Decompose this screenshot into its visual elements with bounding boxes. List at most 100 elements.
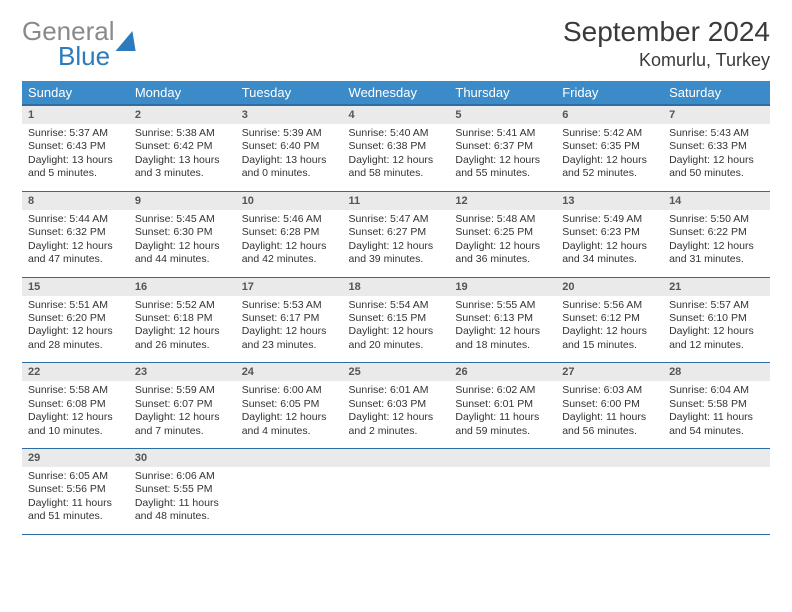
daylight-line: Daylight: 12 hours and 4 minutes. [242,411,327,436]
sunset-line: Sunset: 6:13 PM [455,312,533,324]
day-content: Sunrise: 5:42 AMSunset: 6:35 PMDaylight:… [556,124,663,191]
day-number: 15 [22,278,129,296]
daylight-line: Daylight: 11 hours and 48 minutes. [135,497,219,522]
day-content: Sunrise: 6:00 AMSunset: 6:05 PMDaylight:… [236,381,343,448]
sunset-line: Sunset: 6:20 PM [28,312,106,324]
calendar-cell: 10Sunrise: 5:46 AMSunset: 6:28 PMDayligh… [236,191,343,277]
sunrise-line: Sunrise: 6:05 AM [28,470,108,482]
weekday-header: Saturday [663,81,770,105]
calendar-table: SundayMondayTuesdayWednesdayThursdayFrid… [22,81,770,535]
sunset-line: Sunset: 6:28 PM [242,226,320,238]
day-number: 6 [556,106,663,124]
daylight-line: Daylight: 12 hours and 12 minutes. [669,325,754,350]
calendar-cell: 11Sunrise: 5:47 AMSunset: 6:27 PMDayligh… [343,191,450,277]
day-content: Sunrise: 5:47 AMSunset: 6:27 PM Daylight:… [343,210,450,277]
sunset-line: Sunset: 6:05 PM [242,398,320,410]
day-content: Sunrise: 6:06 AMSunset: 5:55 PMDaylight:… [129,467,236,534]
day-number: 24 [236,363,343,381]
day-number: 2 [129,106,236,124]
daylight-line: Daylight: 12 hours and 26 minutes. [135,325,220,350]
daylight-line: Daylight: 12 hours and 31 minutes. [669,240,754,265]
daylight-line: Daylight: 11 hours and 59 minutes. [455,411,539,436]
calendar-cell [236,449,343,535]
sunset-line: Sunset: 6:22 PM [669,226,747,238]
calendar-cell: 28Sunrise: 6:04 AMSunset: 5:58 PMDayligh… [663,363,770,449]
daylight-line: Daylight: 12 hours and 52 minutes. [562,154,647,179]
day-number [663,449,770,467]
sunrise-line: Sunrise: 5:50 AM [669,213,749,225]
sunset-line: Sunset: 6:03 PM [349,398,427,410]
sunset-line: Sunset: 6:01 PM [455,398,533,410]
daylight-line: Daylight: 12 hours and 36 minutes. [455,240,540,265]
day-number: 17 [236,278,343,296]
page-title: September 2024 [563,16,770,48]
sunrise-line: Sunrise: 6:03 AM [562,384,642,396]
calendar-cell: 20Sunrise: 5:56 AMSunset: 6:12 PMDayligh… [556,277,663,363]
day-content: Sunrise: 5:53 AMSunset: 6:17 PMDaylight:… [236,296,343,363]
day-content: Sunrise: 6:05 AMSunset: 5:56 PMDaylight:… [22,467,129,534]
day-number: 14 [663,192,770,210]
sunset-line: Sunset: 5:56 PM [28,483,106,495]
calendar-cell: 1Sunrise: 5:37 AMSunset: 6:43 PMDaylight… [22,105,129,191]
day-number: 27 [556,363,663,381]
day-number: 20 [556,278,663,296]
day-number [449,449,556,467]
sunrise-line: Sunrise: 5:48 AM [455,213,535,225]
calendar-cell: 30Sunrise: 6:06 AMSunset: 5:55 PMDayligh… [129,449,236,535]
daylight-line: Daylight: 12 hours and 23 minutes. [242,325,327,350]
daylight-line: Daylight: 12 hours and 44 minutes. [135,240,220,265]
day-number: 1 [22,106,129,124]
daylight-line: Daylight: 12 hours and 55 minutes. [455,154,540,179]
calendar-cell: 3Sunrise: 5:39 AMSunset: 6:40 PMDaylight… [236,105,343,191]
weekday-header: Friday [556,81,663,105]
day-number: 4 [343,106,450,124]
daylight-line: Daylight: 11 hours and 56 minutes. [562,411,646,436]
sunset-line: Sunset: 6:27 PM [349,226,427,238]
sunrise-line: Sunrise: 5:38 AM [135,127,215,139]
calendar-cell: 17Sunrise: 5:53 AMSunset: 6:17 PMDayligh… [236,277,343,363]
sunset-line: Sunset: 6:17 PM [242,312,320,324]
day-number: 5 [449,106,556,124]
sunrise-line: Sunrise: 5:53 AM [242,299,322,311]
day-number: 26 [449,363,556,381]
daylight-line: Daylight: 12 hours and 28 minutes. [28,325,113,350]
sunrise-line: Sunrise: 5:54 AM [349,299,429,311]
calendar-cell: 15Sunrise: 5:51 AMSunset: 6:20 PMDayligh… [22,277,129,363]
logo-text-2: Blue [58,41,110,71]
calendar-cell: 19Sunrise: 5:55 AMSunset: 6:13 PMDayligh… [449,277,556,363]
sunrise-line: Sunrise: 5:47 AM [349,213,429,225]
daylight-line: Daylight: 12 hours and 34 minutes. [562,240,647,265]
calendar-cell: 16Sunrise: 5:52 AMSunset: 6:18 PMDayligh… [129,277,236,363]
day-number: 9 [129,192,236,210]
day-number: 7 [663,106,770,124]
daylight-line: Daylight: 12 hours and 15 minutes. [562,325,647,350]
sunrise-line: Sunrise: 5:56 AM [562,299,642,311]
logo-triangle-icon [115,31,138,51]
calendar-cell: 22Sunrise: 5:58 AMSunset: 6:08 PMDayligh… [22,363,129,449]
day-content: Sunrise: 5:38 AMSunset: 6:42 PMDaylight:… [129,124,236,191]
day-content [663,467,770,529]
day-content: Sunrise: 5:49 AMSunset: 6:23 PMDaylight:… [556,210,663,277]
day-content: Sunrise: 5:48 AMSunset: 6:25 PM Daylight:… [449,210,556,277]
calendar-cell: 26Sunrise: 6:02 AMSunset: 6:01 PMDayligh… [449,363,556,449]
day-number: 12 [449,192,556,210]
daylight-line: Daylight: 12 hours and 42 minutes. [242,240,327,265]
location-text: Komurlu, Turkey [563,50,770,71]
day-number: 30 [129,449,236,467]
sunset-line: Sunset: 6:25 PM [455,226,533,238]
day-content: Sunrise: 5:43 AMSunset: 6:33 PMDaylight:… [663,124,770,191]
calendar-cell: 14 Sunrise: 5:50 AMSunset: 6:22 PM Dayligh… [663,191,770,277]
sunset-line: Sunset: 6:40 PM [242,140,320,152]
logo: General Blue [22,20,137,70]
sunrise-line: Sunrise: 5:45 AM [135,213,215,225]
weekday-header: Tuesday [236,81,343,105]
calendar-cell: 6Sunrise: 5:42 AMSunset: 6:35 PMDaylight… [556,105,663,191]
daylight-line: Daylight: 12 hours and 39 minutes. [349,240,434,265]
sunset-line: Sunset: 6:07 PM [135,398,213,410]
sunrise-line: Sunrise: 6:01 AM [349,384,429,396]
day-content: Sunrise: 5:44 AMSunset: 6:32 PMDaylight:… [22,210,129,277]
sunset-line: Sunset: 6:35 PM [562,140,640,152]
title-block: September 2024 Komurlu, Turkey [563,16,770,71]
day-content: Sunrise: 5:54 AMSunset: 6:15 PMDaylight:… [343,296,450,363]
calendar-cell: 2Sunrise: 5:38 AMSunset: 6:42 PMDaylight… [129,105,236,191]
